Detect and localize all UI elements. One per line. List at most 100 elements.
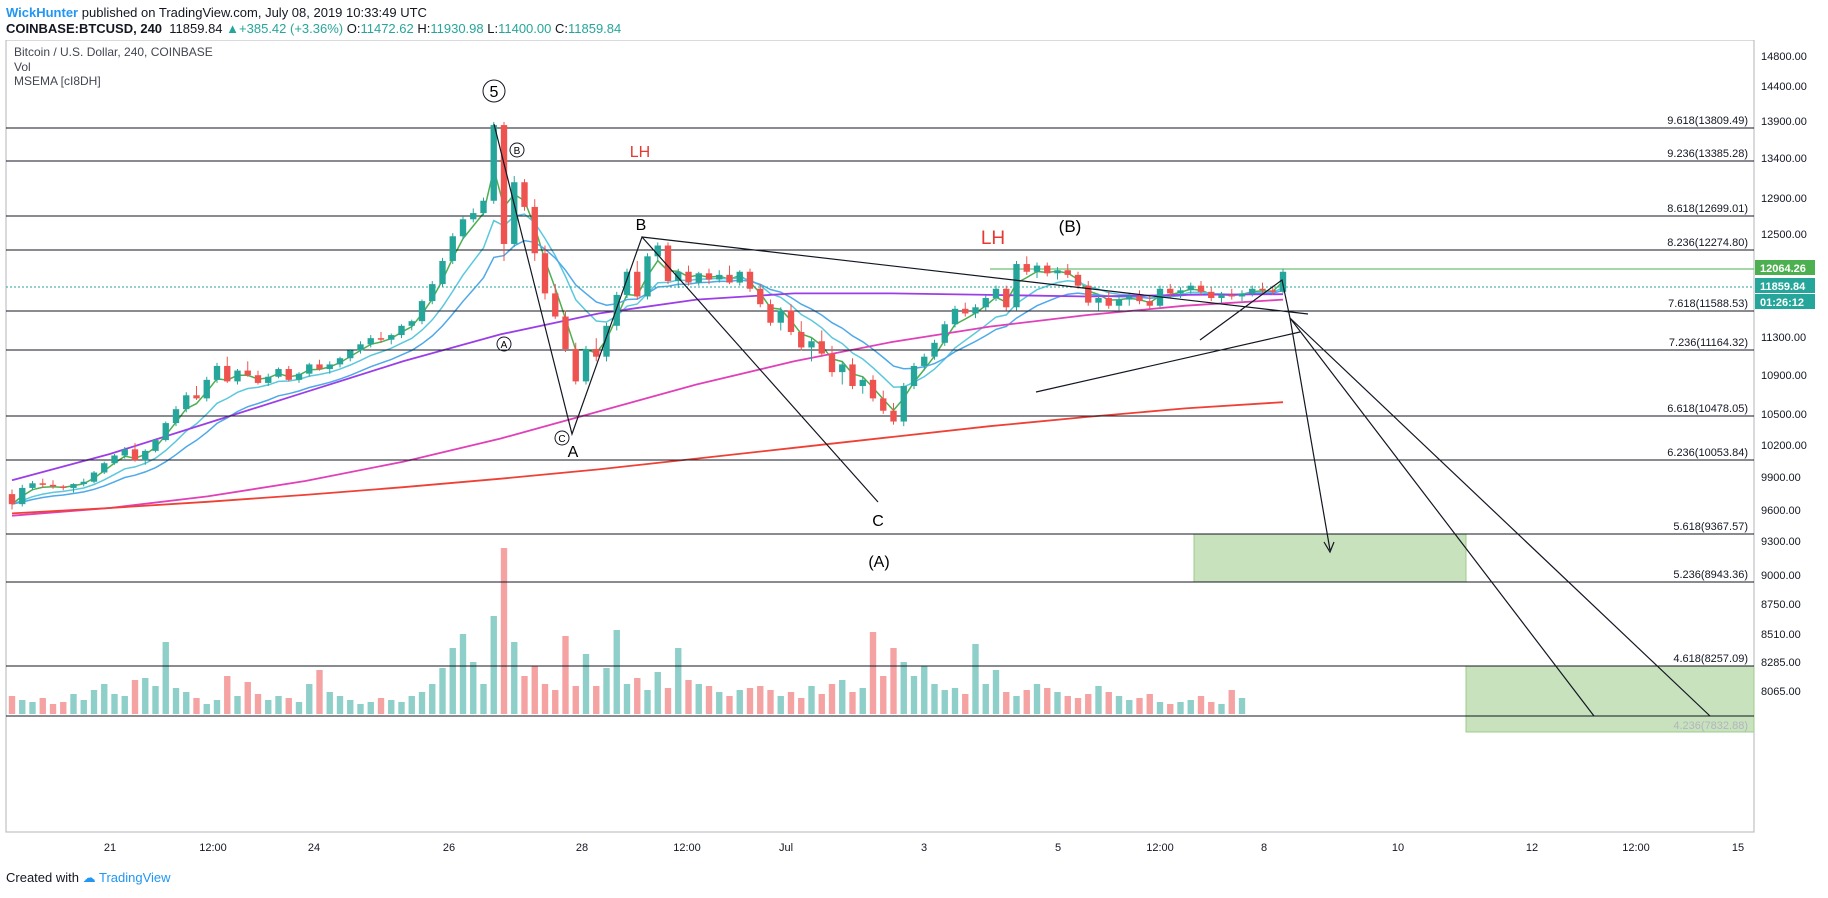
volume-bar — [1126, 700, 1133, 714]
candle-body — [664, 245, 672, 282]
candle-body — [1044, 265, 1051, 274]
time-tick-label: 12 — [1526, 842, 1538, 854]
volume-bar — [992, 670, 1000, 714]
volume-bar — [941, 690, 948, 714]
volume-bar — [213, 700, 221, 714]
candle-body — [121, 449, 128, 456]
wave-b-circ-label: B — [514, 146, 521, 157]
target-zone-2 — [1465, 665, 1755, 733]
candle-body — [511, 182, 518, 244]
candle-body — [808, 341, 815, 348]
volume-bar — [951, 688, 959, 714]
volume-bar — [685, 680, 692, 714]
triangle-lower-line — [1035, 331, 1301, 393]
volume-bar — [1136, 698, 1143, 714]
volume-bar — [736, 690, 743, 714]
volume-bar — [849, 692, 856, 714]
candle-body — [1208, 291, 1215, 299]
candle-body — [244, 370, 251, 376]
time-tick-label: 21 — [104, 842, 116, 854]
legend-msema: MSEMA [cI8DH] — [14, 74, 101, 88]
price-tick-label: 9300.00 — [1761, 536, 1801, 548]
volume-bar — [552, 690, 559, 714]
tradingview-link[interactable]: TradingView — [99, 870, 171, 885]
volume-bar — [931, 684, 938, 714]
candle-body — [726, 274, 733, 283]
volume-bar — [203, 704, 210, 714]
candle-body — [1249, 288, 1256, 294]
fib-level-label: 8.618(12699.01) — [1667, 203, 1748, 215]
candle-body — [60, 486, 67, 488]
wave-b-label: B — [636, 217, 647, 234]
candle-body — [398, 325, 405, 336]
candle-body — [336, 358, 344, 365]
volume-bar — [224, 676, 231, 714]
candle-body — [582, 348, 590, 382]
candle-body — [552, 293, 559, 317]
volume-bar — [172, 688, 180, 714]
volume-bar — [459, 634, 467, 714]
time-tick-label: 12:00 — [1146, 842, 1174, 854]
volume-bar — [900, 662, 907, 714]
candle-body — [19, 487, 26, 505]
volume-bar — [1105, 692, 1112, 714]
volume-bar — [1156, 702, 1164, 714]
price-tick-label: 8285.00 — [1761, 657, 1801, 669]
candle-body — [449, 236, 456, 261]
volume-bar — [1074, 698, 1082, 714]
time-tick-label: 12:00 — [199, 842, 227, 854]
fib-level-label: 5.236(8943.36) — [1673, 569, 1748, 581]
candle-body — [603, 325, 610, 357]
candle-body — [1269, 290, 1276, 292]
candle-body — [849, 364, 856, 387]
candle-body — [880, 398, 887, 411]
volume-bar — [664, 688, 672, 714]
open-label: O: — [346, 21, 361, 36]
fib-levels: 9.618(13809.49) 9.236(13385.28) 8.618(1269… — [6, 115, 1754, 732]
price-tick-label: 8750.00 — [1761, 599, 1801, 611]
volume-bar — [347, 700, 354, 714]
volume-bar — [1177, 702, 1184, 714]
price-tick-label: 11300.00 — [1761, 332, 1806, 344]
author-link[interactable]: WickHunter — [6, 5, 79, 20]
breakout-line — [1199, 278, 1291, 341]
price-chart[interactable]: 9.618(13809.49) 9.236(13385.28) 8.618(1269… — [0, 40, 1828, 862]
wave-labels: 5 B A C A B C (A) (B) LH LH — [482, 79, 1081, 571]
volume-bar — [377, 698, 385, 714]
volume-bar — [326, 692, 333, 714]
fib-level-label: 5.618(9367.57) — [1673, 521, 1748, 533]
volume-bar — [808, 686, 815, 714]
wave-a-circle-icon — [496, 336, 512, 352]
volume-bar — [142, 678, 149, 714]
candle-body — [859, 379, 866, 387]
price-tag-label: 12064.26 — [1760, 263, 1806, 275]
candle-body — [716, 274, 723, 280]
candle-body — [1126, 296, 1133, 300]
time-tick-label: 26 — [443, 842, 455, 854]
volume-bar — [490, 616, 497, 714]
fib-level-label: 4.618(8257.09) — [1673, 653, 1748, 665]
volume-bar — [1033, 684, 1041, 714]
volume-bar — [70, 694, 77, 714]
volume-bar — [1085, 694, 1092, 714]
price-tick-label: 9900.00 — [1761, 472, 1801, 484]
volume-bar — [521, 676, 528, 714]
chart-header: WickHunter published on TradingView.com,… — [0, 0, 1828, 40]
candle-body — [408, 321, 415, 326]
open-value: 11472.62 — [360, 21, 414, 36]
volume-bar — [152, 686, 159, 714]
volume-bar — [80, 700, 87, 714]
volume-bar — [644, 690, 651, 714]
volume-bar — [111, 694, 118, 714]
volume-bar — [818, 694, 825, 714]
price-tick-label: 10500.00 — [1761, 409, 1807, 421]
candle-body — [111, 455, 118, 464]
candle-body — [1228, 294, 1235, 297]
time-tick-label: 3 — [921, 842, 927, 854]
price-tag-bg — [1755, 278, 1815, 293]
candle-body — [962, 308, 969, 314]
close-label: C: — [554, 21, 568, 36]
price-tick-label: 8065.00 — [1761, 686, 1801, 698]
candle-body — [142, 450, 149, 461]
candle-body — [1218, 294, 1225, 299]
